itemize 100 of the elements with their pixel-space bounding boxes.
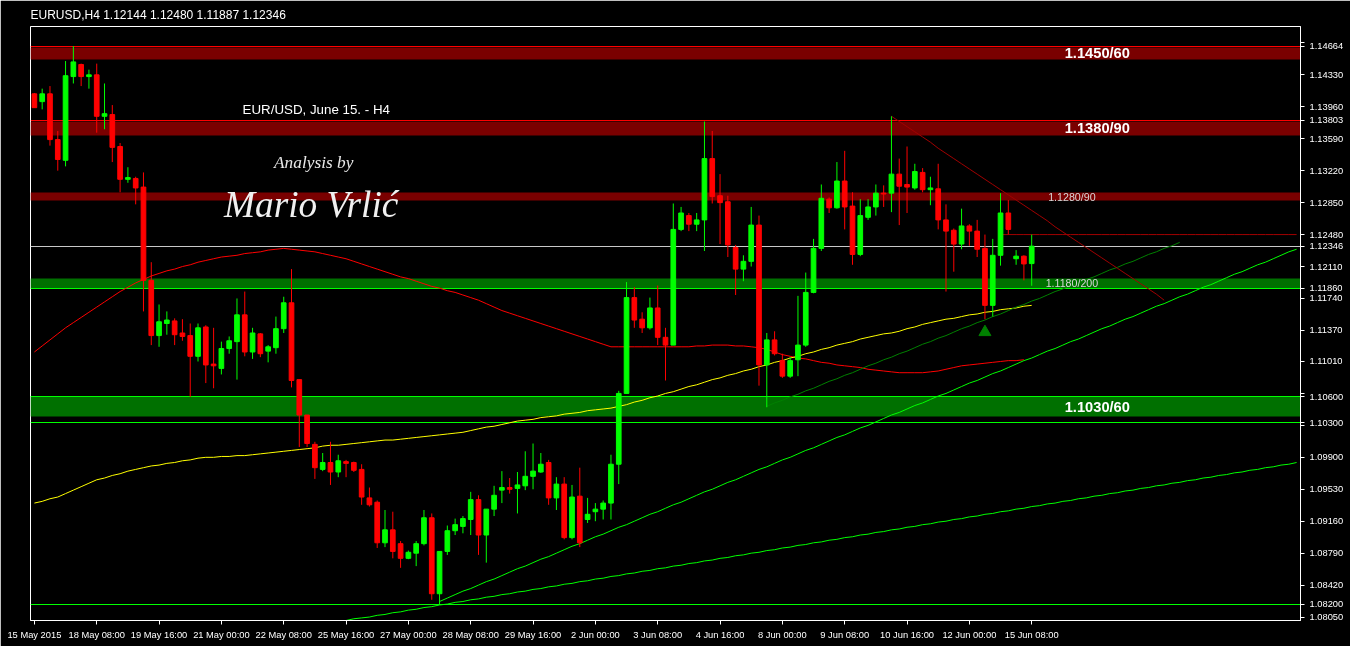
ref-line-label: 1.12346 — [1309, 241, 1344, 252]
candlestick — [717, 173, 723, 245]
candlestick — [865, 198, 871, 221]
candlestick — [522, 450, 529, 491]
candlestick — [514, 471, 521, 514]
candlestick — [1013, 249, 1019, 266]
band-label: 1.1450/60 — [1064, 45, 1130, 62]
y-tick-label: 1.11740 — [1309, 293, 1343, 304]
y-tick-label: 1.12110 — [1309, 261, 1343, 272]
candlestick — [327, 441, 334, 486]
x-tick-label: 21 May 00:00 — [193, 629, 250, 640]
y-tick-label: 1.13220 — [1309, 165, 1344, 176]
candlestick — [740, 254, 747, 282]
x-tick-label: 27 May 00:00 — [380, 629, 437, 640]
x-tick-label: 2 Jun 00:00 — [571, 629, 620, 640]
candlestick — [491, 485, 497, 517]
y-tick-label: 1.11010 — [1309, 356, 1343, 367]
candlestick — [592, 502, 599, 522]
x-tick-label: 15 May 2015 — [7, 629, 62, 640]
candlestick — [265, 344, 271, 363]
candlestick — [732, 244, 739, 296]
x-tick-label: 9 Jun 08:00 — [820, 629, 870, 640]
candlestick — [499, 470, 505, 504]
candlestick — [319, 452, 326, 472]
annotation: Mario Vrlić — [222, 183, 400, 225]
candlestick — [787, 356, 793, 379]
candlestick — [943, 203, 949, 293]
candlestick — [366, 487, 373, 508]
candlestick — [187, 323, 194, 398]
y-tick-label: 1.11370 — [1309, 325, 1343, 336]
candlestick — [530, 443, 536, 490]
candlestick — [460, 515, 466, 534]
candlestick — [164, 310, 170, 336]
chart-title: EURUSD,H4 1.12144 1.12480 1.11887 1.12346 — [30, 7, 287, 22]
candlestick — [584, 497, 591, 524]
candlestick — [639, 311, 645, 334]
band-label: 1.1030/60 — [1064, 398, 1130, 415]
ref-line-label: 1.10300 — [1309, 417, 1344, 428]
x-tick-label: 3 Jun 08:00 — [633, 629, 683, 640]
annotation: EUR/USD, June 15. - H4 — [242, 101, 391, 117]
x-tick-label: 15 Jun 08:00 — [1004, 629, 1059, 640]
candlestick — [647, 297, 653, 331]
y-tick-label: 1.13960 — [1309, 101, 1344, 112]
candlestick — [273, 316, 279, 355]
candlestick — [210, 327, 217, 389]
candlestick — [1005, 199, 1012, 236]
x-tick-label: 22 May 08:00 — [255, 629, 312, 640]
candlestick — [553, 476, 560, 511]
candlestick — [452, 518, 458, 536]
x-tick-label: 25 May 16:00 — [317, 629, 375, 640]
candlestick — [101, 82, 108, 130]
candlestick — [686, 212, 692, 232]
x-tick-label: 10 Jun 16:00 — [880, 629, 935, 640]
candlestick — [257, 332, 264, 358]
candlestick — [693, 212, 700, 232]
candlestick — [966, 223, 973, 247]
ref-line-label: 1.13803 — [1309, 115, 1344, 126]
candlestick — [896, 158, 903, 226]
candlestick — [678, 206, 684, 232]
y-tick-label: 1.09530 — [1309, 484, 1344, 495]
x-tick-label: 28 May 08:00 — [442, 629, 499, 640]
x-tick-label: 18 May 08:00 — [68, 629, 125, 640]
y-tick-label: 1.08790 — [1309, 548, 1344, 559]
x-tick-label: 4 Jun 16:00 — [695, 629, 745, 640]
candlestick — [86, 69, 92, 90]
candlestick — [312, 441, 318, 480]
candlestick — [974, 219, 980, 258]
candlestick — [397, 540, 404, 569]
candlestick — [919, 167, 926, 193]
line-series — [33, 304, 1033, 504]
annotation: Analysis by — [273, 153, 354, 173]
candlestick — [218, 341, 225, 375]
x-tick-label: 12 Jun 00:00 — [942, 629, 997, 640]
candlestick — [888, 115, 895, 213]
candlestick — [880, 184, 887, 208]
y-tick-label: 1.08050 — [1309, 612, 1344, 623]
ref-line-label: 1.08200 — [1309, 599, 1344, 610]
ref-line-label: 1.14664 — [1309, 41, 1344, 52]
candlestick — [343, 459, 349, 478]
candlestick — [389, 511, 396, 559]
candlestick — [125, 166, 131, 184]
y-tick-label: 1.09160 — [1309, 516, 1344, 527]
candlestick — [795, 295, 801, 377]
candlestick — [927, 176, 934, 206]
candlestick — [950, 228, 957, 273]
ref-line-label: 1.10600 — [1309, 391, 1344, 402]
candlestick — [958, 208, 965, 250]
band-label: 1.1380/90 — [1064, 120, 1130, 137]
candlestick — [771, 330, 778, 356]
x-tick-label: 19 May 16:00 — [130, 629, 188, 640]
band-label: 1.1280/90 — [1048, 190, 1096, 203]
candlestick — [54, 130, 61, 172]
candlestick — [156, 304, 162, 348]
y-tick-label: 1.12480 — [1309, 229, 1344, 240]
candlestick — [600, 499, 607, 520]
x-tick-label: 29 May 16:00 — [504, 629, 562, 640]
candlestick — [382, 509, 388, 548]
candlestick — [39, 88, 46, 110]
y-tick-label: 1.12850 — [1309, 197, 1344, 208]
candlestick — [1021, 254, 1027, 281]
